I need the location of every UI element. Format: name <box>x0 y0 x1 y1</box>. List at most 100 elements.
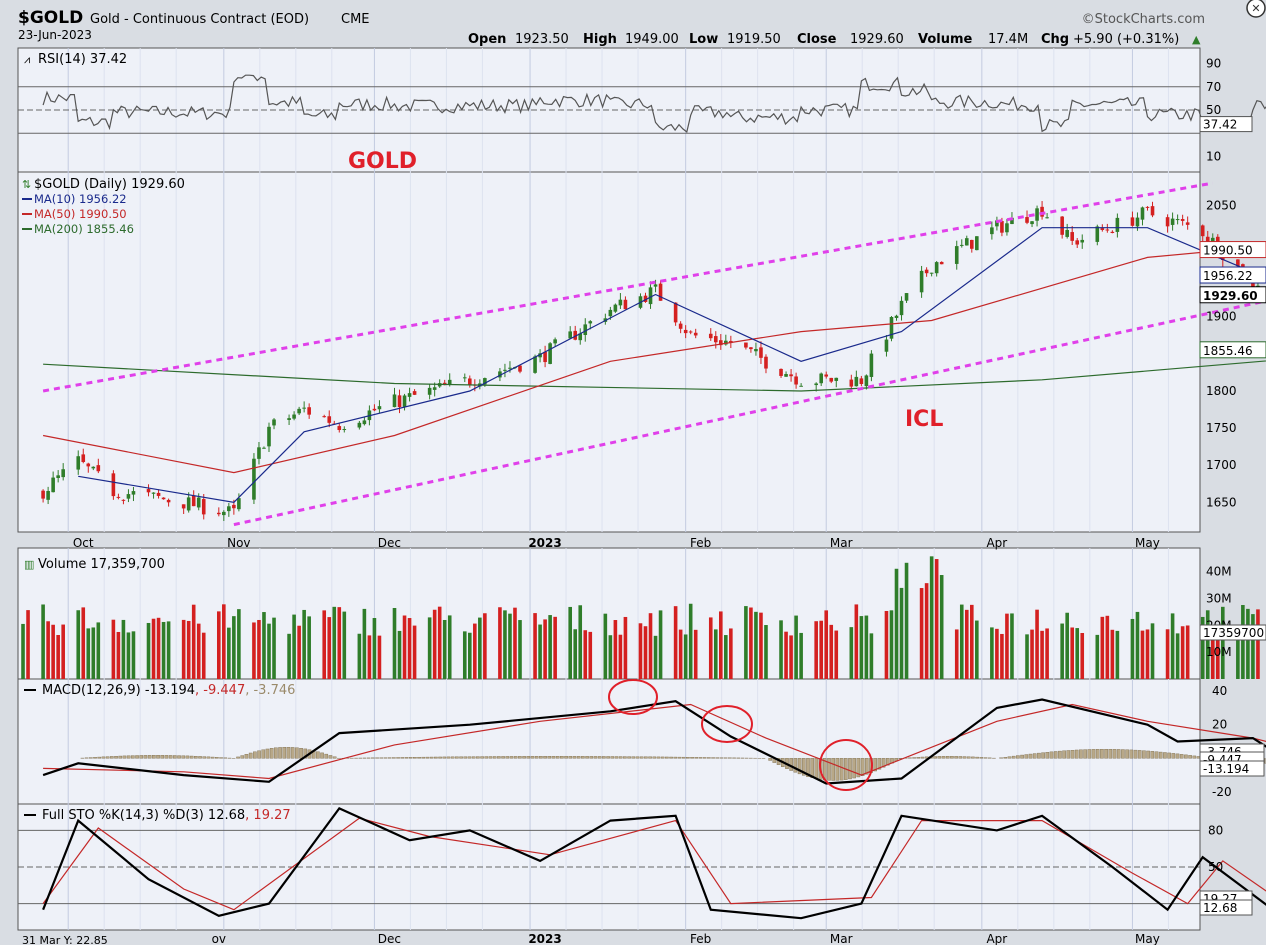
macd-histogram-bar <box>979 757 984 759</box>
sto-x-tick: May <box>1135 932 1160 945</box>
macd-histogram-bar <box>954 756 958 759</box>
volume-tick-label: 40M <box>1206 565 1232 579</box>
macd-histogram-bar <box>501 756 505 759</box>
sto-d-line <box>42 817 1266 911</box>
price-candle <box>116 496 121 498</box>
volume-bar <box>964 609 969 679</box>
price-candle <box>708 333 713 339</box>
macd-histogram-bar <box>248 752 253 759</box>
volume-bar <box>227 627 231 679</box>
macd-histogram-bar <box>999 757 1003 759</box>
volume-bar <box>377 635 382 679</box>
macd-histogram-bar <box>1179 754 1184 759</box>
volume-bar <box>76 610 81 679</box>
price-candle <box>1080 239 1085 243</box>
macd-histogram-bar <box>1121 749 1125 759</box>
macd-histogram-bar <box>677 756 682 759</box>
volume-bar <box>367 635 372 679</box>
sto-x-tick: Mar <box>830 932 853 945</box>
macd-histogram-bar <box>1070 750 1075 759</box>
price-candle <box>588 321 593 324</box>
volume-bar <box>854 604 859 679</box>
volume-bar <box>1000 633 1004 679</box>
volume-bar <box>744 606 748 679</box>
price-candle <box>648 287 653 305</box>
price-candle <box>302 407 306 409</box>
macd-histogram-bar <box>1125 749 1129 759</box>
macd-histogram-bar <box>156 755 160 759</box>
macd-histogram-bar <box>627 756 631 759</box>
price-candle <box>1045 217 1049 219</box>
price-candle <box>46 491 50 500</box>
macd-histogram-bar <box>873 758 877 772</box>
macd-histogram-bar <box>652 756 657 759</box>
ma10-line <box>78 227 1266 503</box>
volume-bar <box>503 610 507 679</box>
volume-bar <box>799 632 803 679</box>
macd-histogram-bar <box>1053 751 1058 759</box>
volume-bar <box>889 610 894 679</box>
volume-bar <box>794 615 798 679</box>
volume-bar <box>1140 630 1145 679</box>
macd-histogram-bar <box>404 757 409 759</box>
macd-histogram-bar <box>1142 750 1146 759</box>
close-icon[interactable] <box>1246 0 1266 18</box>
macd-histogram-bar <box>814 758 819 779</box>
chart-marks <box>21 74 1266 920</box>
macd-histogram-bar <box>236 756 240 759</box>
volume-bar <box>166 621 171 679</box>
volume-bar <box>995 628 999 679</box>
sto-x-tick: Apr <box>986 932 1007 945</box>
macd-histogram-bar <box>530 756 535 759</box>
volume-bar <box>1080 632 1085 679</box>
volume-bar <box>468 632 472 679</box>
volume-bar <box>1246 608 1250 679</box>
price-candle <box>447 379 452 385</box>
volume-bar <box>442 619 447 679</box>
price-tick-label: 1700 <box>1206 458 1237 472</box>
macd-histogram-bar <box>484 756 489 759</box>
macd-histogram-bar <box>1083 749 1087 759</box>
volume-bar <box>754 611 758 679</box>
price-candle <box>262 447 266 449</box>
macd-histogram-bar <box>278 747 282 759</box>
volume-bar <box>658 610 663 679</box>
macd-histogram-bar <box>1087 749 1092 759</box>
price-candle <box>899 300 904 316</box>
price-candle <box>342 429 347 431</box>
macd-histogram-bar <box>534 756 539 759</box>
price-candle <box>427 387 432 395</box>
volume-value-box <box>1199 624 1266 641</box>
volume-bar <box>131 631 136 679</box>
volume-bar <box>201 632 206 679</box>
sto-value-box <box>1199 899 1253 916</box>
volume-bar <box>623 616 628 679</box>
macd-histogram-bar <box>610 756 615 759</box>
volume-bar <box>508 613 512 679</box>
macd-histogram-bar <box>852 758 856 779</box>
macd-histogram-bar <box>975 756 979 759</box>
macd-histogram-bar <box>602 756 606 759</box>
price-candle <box>272 419 276 426</box>
volume-bar <box>538 624 542 679</box>
price-candle <box>623 299 628 310</box>
price-candle <box>658 283 663 301</box>
macd-histogram-bar <box>1175 753 1180 759</box>
price-candle <box>1175 219 1180 221</box>
macd-tick-label: -20 <box>1212 785 1232 799</box>
chg-value: +5.90 (+0.31%) <box>1073 32 1179 47</box>
footer-readout: 31 Mar Y: 22.85 <box>22 934 108 945</box>
price-candle <box>959 244 964 246</box>
volume-bar <box>543 619 547 679</box>
macd-histogram-bar <box>560 756 564 759</box>
volume-tick-label: 30M <box>1206 591 1232 605</box>
macd-histogram-bar <box>425 756 430 759</box>
symbol: $GOLD <box>18 8 83 28</box>
volume-bar <box>342 611 347 679</box>
macd-histogram-bar <box>290 747 295 759</box>
volume-bar <box>864 615 869 679</box>
price-candle <box>307 407 311 415</box>
macd-histogram-bar <box>660 756 665 759</box>
macd-histogram-bar <box>147 755 152 759</box>
